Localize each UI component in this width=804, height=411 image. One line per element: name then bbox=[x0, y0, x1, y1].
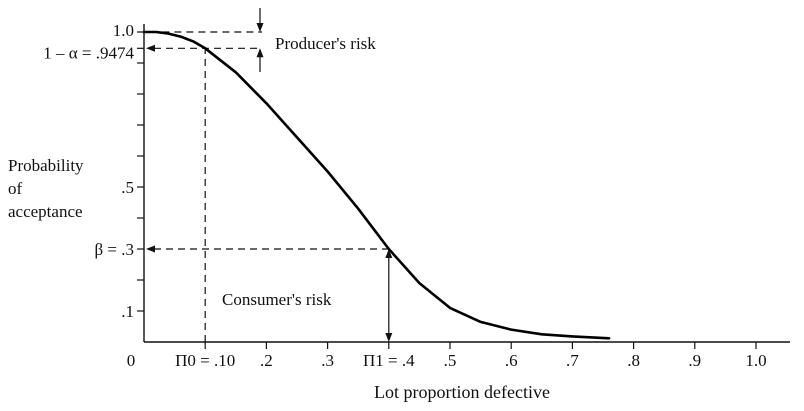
x-tick-label-1: Π0 = .10 bbox=[175, 351, 235, 370]
oc-curve bbox=[142, 30, 611, 340]
y-axis-label-line-1: Probability bbox=[8, 156, 84, 175]
y-tick-label-1: β = .3 bbox=[95, 240, 135, 259]
consumers-risk-top-arrow bbox=[385, 249, 393, 258]
x-tick-label-4: Π1 = .4 bbox=[363, 351, 415, 370]
x-tick-label-9: .9 bbox=[688, 351, 701, 370]
x-tick-label-0: 0 bbox=[127, 351, 136, 370]
y-tick-label-3: 1 – α = .9474 bbox=[43, 43, 134, 62]
producers-risk-label: Producer's risk bbox=[275, 34, 376, 53]
x-tick-label-5: .5 bbox=[444, 351, 457, 370]
y-tick-label-0: .1 bbox=[121, 302, 134, 321]
x-tick-label-6: .6 bbox=[505, 351, 518, 370]
annotations bbox=[256, 8, 393, 342]
oc-curve-line bbox=[142, 30, 611, 340]
consumers-risk-bottom-arrow bbox=[385, 333, 393, 342]
y-axis-label-line-3: acceptance bbox=[8, 202, 83, 221]
y-tick-label-4: 1.0 bbox=[113, 21, 134, 40]
ref-arrow-3 bbox=[146, 245, 155, 253]
x-tick-label-8: .8 bbox=[627, 351, 640, 370]
x-tick-label-3: .3 bbox=[321, 351, 334, 370]
consumers-risk-label: Consumer's risk bbox=[222, 290, 332, 309]
x-axis-label: Lot proportion defective bbox=[374, 382, 550, 402]
x-tick-label-2: .2 bbox=[260, 351, 273, 370]
ref-arrow-1 bbox=[146, 44, 155, 52]
producers-risk-top-arrow bbox=[256, 23, 264, 32]
x-tick-label-7: .7 bbox=[566, 351, 579, 370]
y-axis-label-line-2: of bbox=[8, 179, 23, 198]
x-tick-label-10: 1.0 bbox=[745, 351, 766, 370]
producers-risk-bottom-arrow bbox=[256, 48, 264, 58]
ticks: 0 Π0 = .10 .2 .3 Π1 = .4 .5 .6 .7 .8 .9 1.0 .1 β = .… bbox=[43, 21, 766, 370]
y-tick-label-2: .5 bbox=[121, 178, 134, 197]
reference-lines bbox=[146, 31, 389, 342]
axes bbox=[143, 24, 790, 343]
